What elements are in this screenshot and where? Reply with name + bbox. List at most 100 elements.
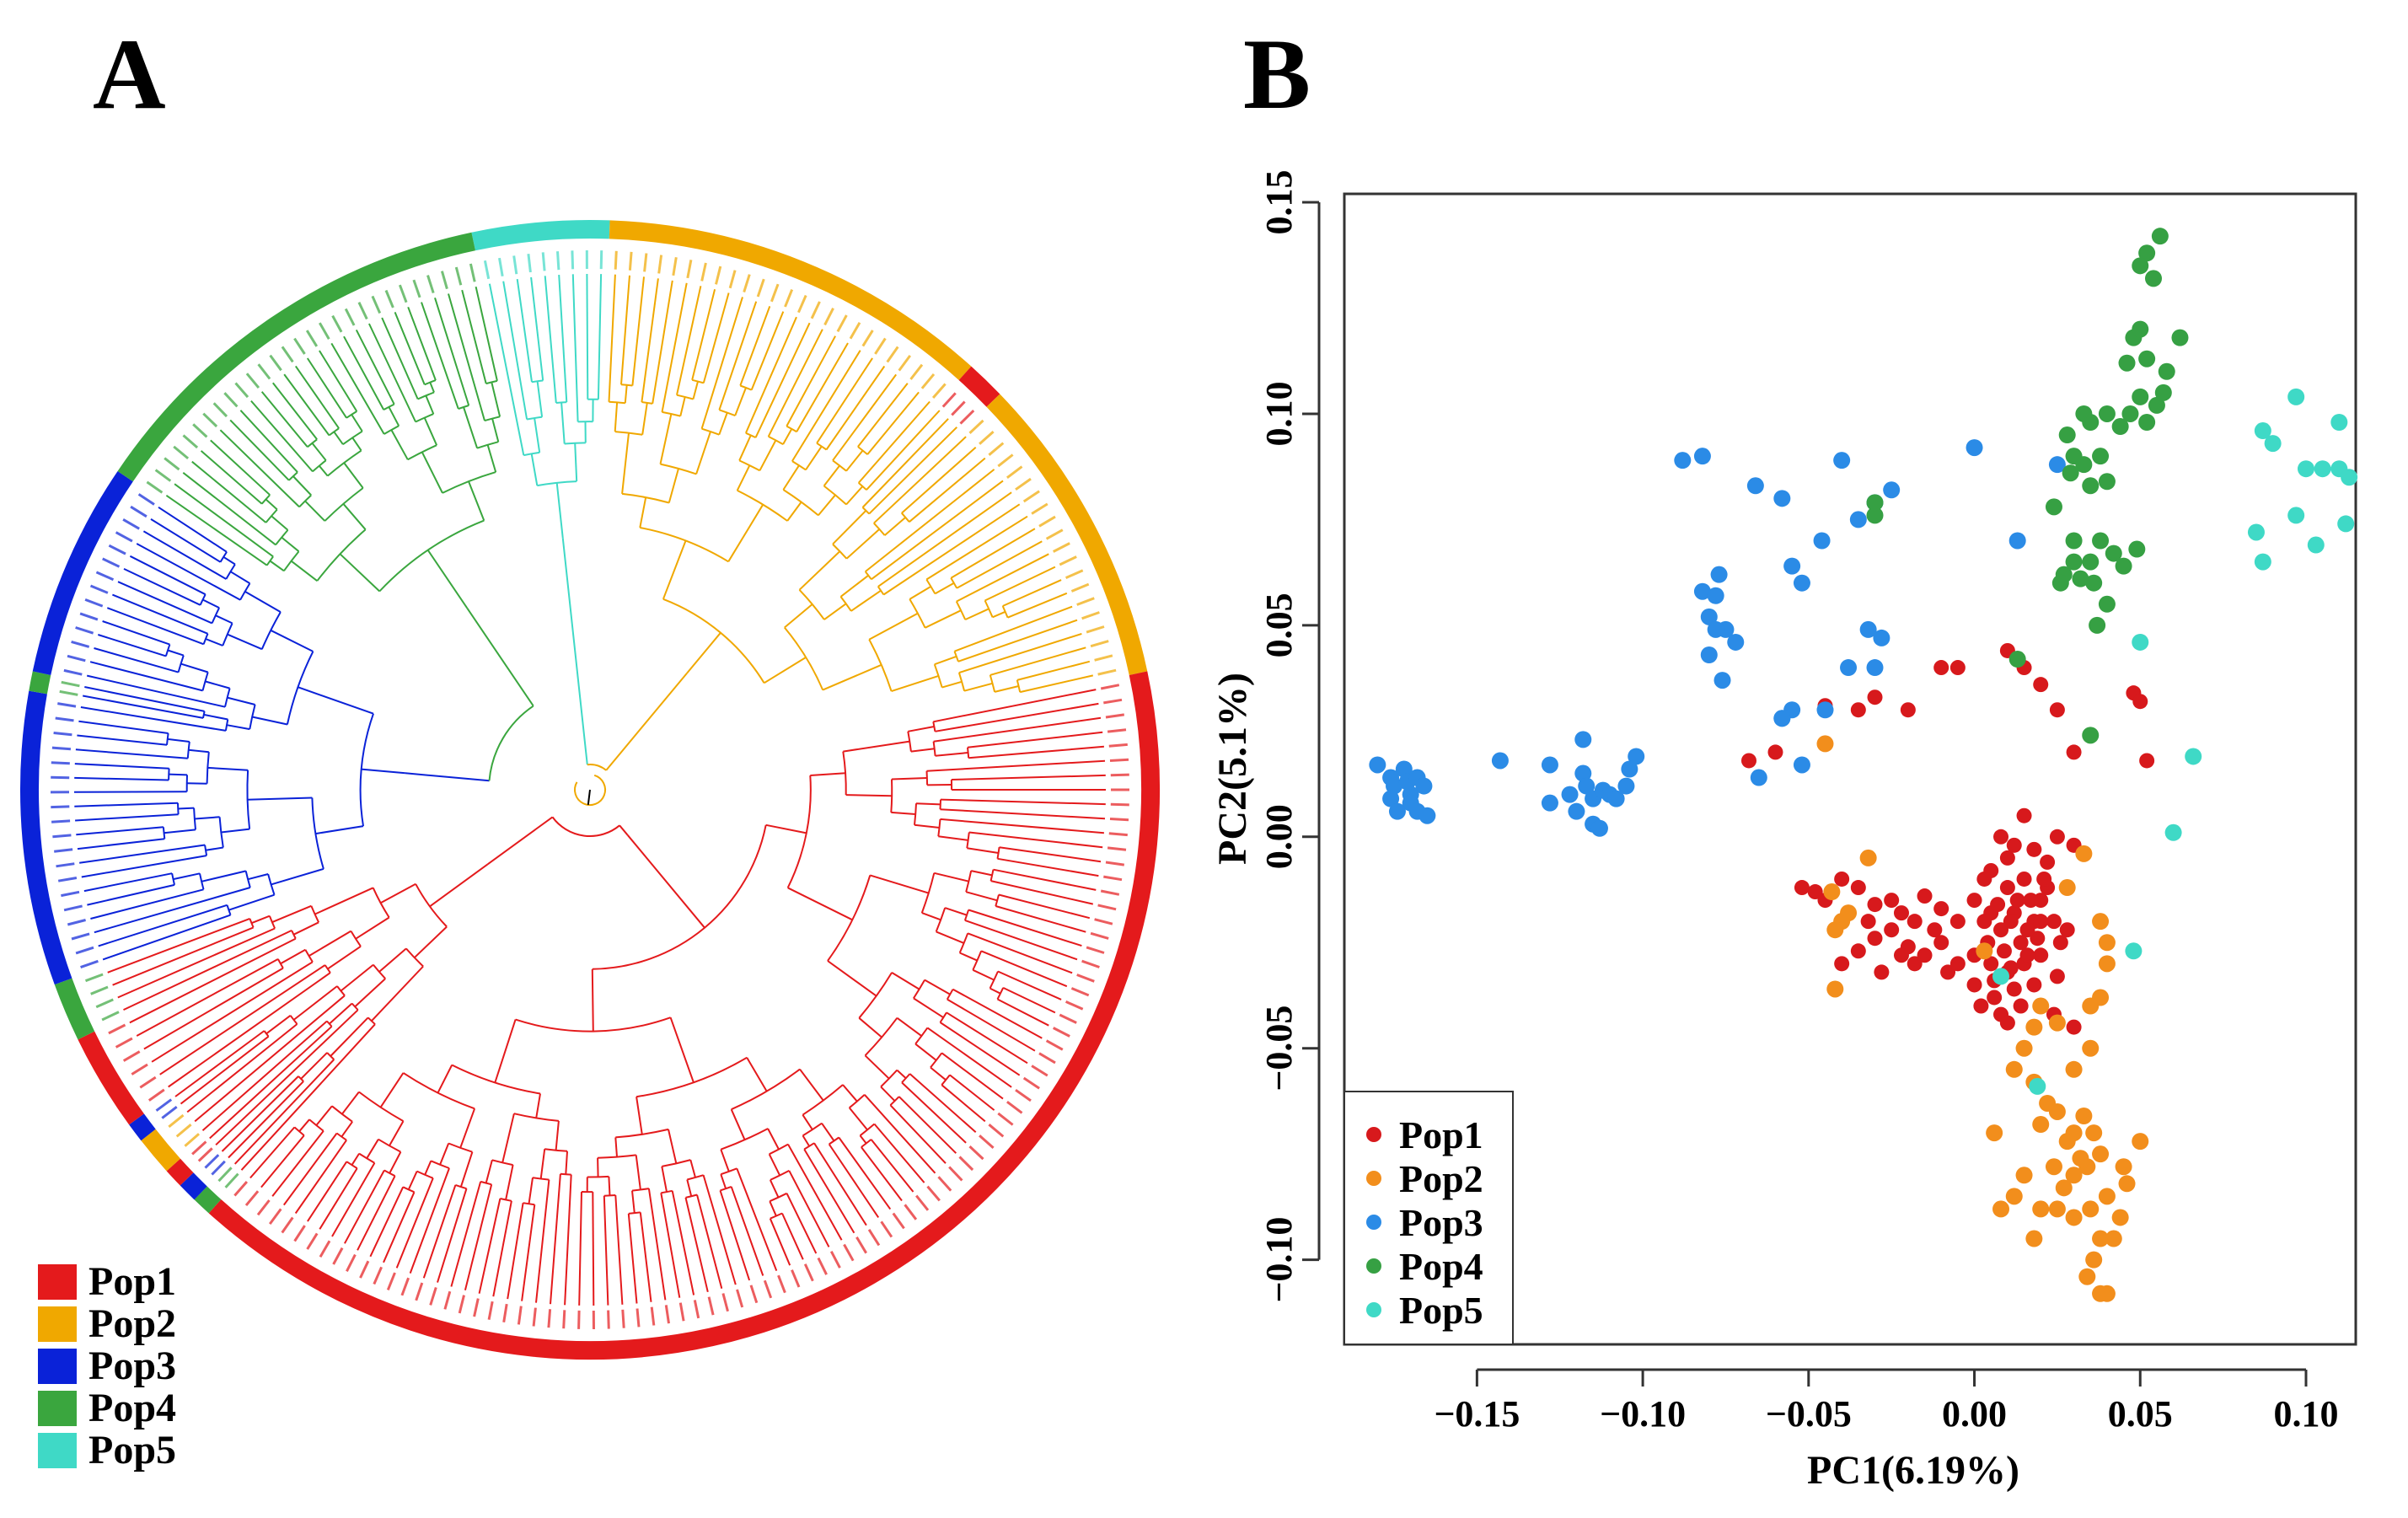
point-pop4 — [2132, 257, 2149, 275]
point-pop3 — [1849, 511, 1867, 528]
tree-branch — [233, 1059, 335, 1165]
tree-branch — [191, 460, 267, 523]
tree-branch — [788, 1170, 830, 1247]
point-pop5 — [2287, 388, 2305, 405]
point-pop3 — [1578, 777, 1596, 795]
tree-branch — [260, 391, 308, 448]
tree-branch — [909, 457, 986, 523]
point-pop3 — [1369, 756, 1386, 774]
leaf-label-mark — [715, 266, 722, 285]
y-tick-label: −0.05 — [1258, 1006, 1300, 1092]
ring-sector-pop1 — [166, 1158, 194, 1186]
tree-branch — [421, 302, 459, 410]
tree-branch — [668, 1129, 678, 1164]
leaf-label-mark — [926, 1185, 941, 1202]
point-pop1 — [1993, 922, 2009, 938]
point-pop4 — [2085, 574, 2103, 592]
leaf-label-mark — [108, 1023, 126, 1035]
tree-branch — [901, 1081, 967, 1144]
tree-branch — [873, 436, 967, 524]
tree-branch — [968, 831, 1103, 849]
point-pop4 — [2151, 228, 2169, 245]
leaf-label-mark — [517, 1306, 523, 1325]
tree-branch — [901, 446, 977, 514]
leaf-label-mark — [79, 612, 99, 621]
tree-branch — [271, 904, 312, 924]
leaf-label-mark — [224, 1172, 239, 1188]
leaf-label-mark — [958, 1156, 974, 1172]
point-pop2 — [2065, 1209, 2083, 1226]
tree-branch — [306, 357, 347, 419]
leaf-label-mark — [191, 1140, 207, 1156]
tree-branch — [250, 400, 314, 473]
point-pop2 — [2015, 1039, 2033, 1057]
pca-legend-label-pop1: Pop1 — [1399, 1113, 1483, 1156]
leaf-label-mark — [182, 434, 199, 449]
tree-branch — [330, 1016, 369, 1057]
point-pop5 — [2247, 523, 2265, 541]
point-pop2 — [2092, 1145, 2110, 1163]
tree-branch — [662, 540, 687, 600]
tree-branch — [123, 929, 292, 1011]
tree-branch — [889, 1104, 947, 1164]
point-pop1 — [1949, 914, 1966, 930]
point-pop3 — [1750, 769, 1767, 786]
tree-node-arc — [676, 394, 694, 400]
tree-node-arc — [164, 644, 171, 657]
tree-branch — [142, 530, 227, 580]
point-pop2 — [2075, 845, 2093, 862]
tree-branch — [782, 428, 793, 445]
leaf-label-mark — [63, 668, 83, 676]
point-pop2 — [1826, 980, 1844, 998]
tree-branch — [330, 342, 385, 435]
leaf-label-mark — [400, 1277, 410, 1296]
leaf-label-mark — [861, 330, 874, 347]
leaf-label-mark — [614, 250, 618, 270]
leaf-label-mark — [997, 453, 1014, 468]
tree-branch — [838, 1136, 892, 1210]
point-pop3 — [1700, 646, 1718, 664]
tree-branch — [924, 979, 951, 995]
point-pop2 — [2098, 1285, 2116, 1302]
point-pop2 — [2025, 1018, 2043, 1036]
tree-branch — [823, 464, 840, 487]
pca-legend-label-pop2: Pop2 — [1399, 1157, 1483, 1200]
tree-branch — [558, 275, 568, 403]
tree-branch — [205, 846, 223, 851]
tree-branch — [832, 373, 898, 461]
tree-branch — [215, 1009, 359, 1146]
tree-node-arc — [293, 1126, 305, 1136]
leaf-label-mark — [672, 256, 678, 276]
ring-sector-pop2 — [609, 220, 972, 380]
point-pop4 — [2082, 727, 2100, 744]
tree-branch — [249, 1126, 296, 1179]
tree-branch — [388, 406, 400, 426]
tree-branch — [561, 538, 588, 765]
tree-branch — [535, 1093, 541, 1118]
leaf-label-mark — [810, 301, 821, 319]
tree-branch — [791, 350, 861, 462]
tree-branch — [227, 696, 255, 705]
tree-branch — [574, 443, 578, 482]
point-pop1 — [2059, 922, 2075, 938]
leaf-label-mark — [650, 1306, 656, 1326]
tree-node-arc — [358, 1091, 404, 1122]
tree-branch — [730, 1108, 746, 1140]
tree-branch — [934, 655, 957, 666]
point-pop1 — [1907, 956, 1923, 972]
point-pop5 — [2164, 823, 2182, 841]
tree-node-arc — [913, 979, 925, 999]
leaf-label-mark — [1065, 1000, 1084, 1011]
leaf-label-mark — [51, 775, 70, 780]
tree-node-arc — [312, 459, 327, 473]
point-pop2 — [2065, 1124, 2083, 1142]
tree-branch — [280, 948, 306, 965]
leaf-label-mark — [1090, 931, 1109, 940]
point-pop3 — [1574, 731, 1592, 748]
point-pop4 — [2098, 473, 2116, 491]
tree-branch — [81, 855, 207, 878]
tree-branch — [150, 518, 222, 563]
point-pop1 — [1973, 998, 1989, 1014]
tree-node-arc — [177, 802, 180, 815]
tree-node-arc — [310, 905, 319, 923]
